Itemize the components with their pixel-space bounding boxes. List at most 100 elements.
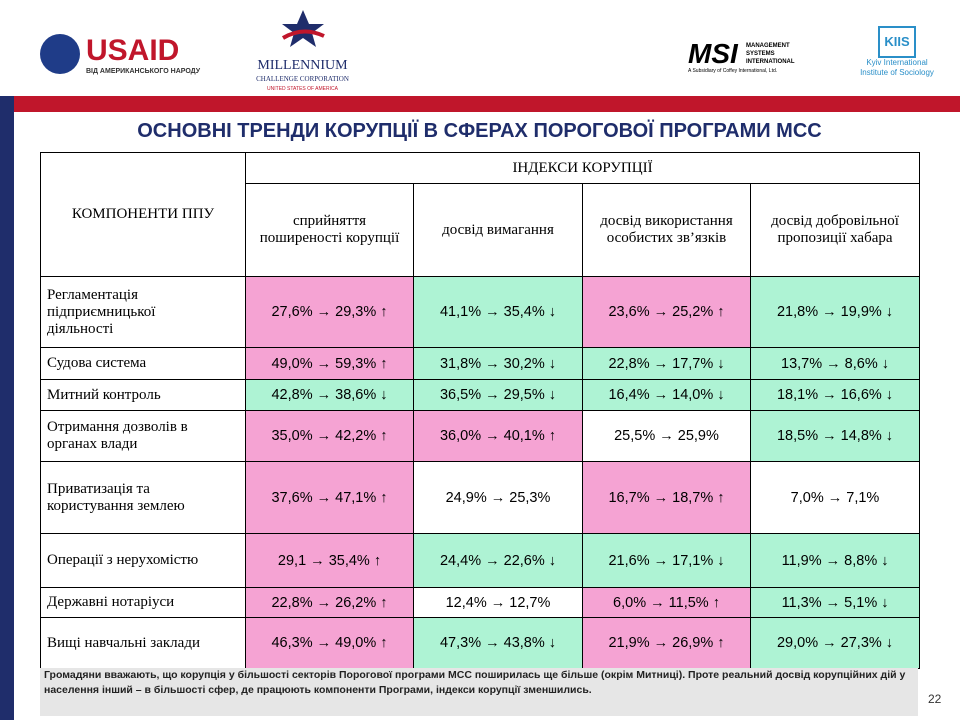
value-text: 47,3% → 43,8% <box>439 635 545 651</box>
trend-arrow: ↓ <box>717 552 725 569</box>
value-text: 6,0% → 11,5% <box>613 594 709 611</box>
value-cell: 11,9% → 8,8% ↓ <box>749 533 921 588</box>
usaid-text: USAID <box>86 34 180 67</box>
value-cell: 12,4% → 12,7% <box>413 587 583 618</box>
trend-arrow: ↓ <box>548 355 557 372</box>
value-cell: 16,4% → 14,0% ↓ <box>582 379 751 411</box>
value-text: 21,8% → 19,9% <box>776 304 882 320</box>
value-text: 18,5% → 14,8% <box>776 428 882 444</box>
value-cell: 42,8% → 38,6% ↓ <box>245 379 414 411</box>
value-cell: 46,3% → 49,0% ↑ <box>245 617 414 669</box>
value-text: 24,9% → 25,3% <box>445 489 551 506</box>
side-stripe <box>0 96 14 720</box>
value-cell: 49,0% → 59,3% ↑ <box>245 347 414 380</box>
trend-arrow: ↑ <box>380 635 388 651</box>
mcc-title: MILLENNIUM <box>257 58 348 73</box>
trend-arrow: ↓ <box>548 304 557 320</box>
usaid-seal <box>40 34 80 74</box>
value-cell: 6,0% → 11,5% ↑ <box>582 587 751 618</box>
value-text: 27,6% → 29,3% <box>271 304 377 320</box>
trend-arrow: ↑ <box>717 635 725 651</box>
trend-arrow: ↑ <box>717 489 725 506</box>
value-text: 22,8% → 26,2% <box>271 594 377 611</box>
value-cell: 21,9% → 26,9% ↑ <box>582 617 751 669</box>
value-text: 49,0% → 59,3% <box>271 355 377 372</box>
value-cell: 24,9% → 25,3% <box>413 461 583 534</box>
value-text: 21,6% → 17,1% <box>608 552 714 569</box>
row: Судова система 49,0% → 59,3% ↑ 31,8% → 30,2… <box>40 347 921 380</box>
column-header: досвід вимагання <box>413 183 583 277</box>
group-header: ІНДЕКСИ КОРУПЦІЇ <box>244 152 921 184</box>
value-cell: 18,5% → 14,8% ↓ <box>749 410 921 462</box>
value-cell: 37,6% → 47,1% ↑ <box>245 461 414 534</box>
star <box>281 10 325 47</box>
footer-note: Громадяни вважають, що корупція у більшо… <box>40 668 918 716</box>
column-header: досвід добровільної пропозиції хабара <box>749 183 921 277</box>
row-label: Отримання дозволів в органах влади <box>40 410 246 462</box>
row-label: Вищі навчальні заклади <box>40 617 246 669</box>
row: Отримання дозволів в органах влади 35,0% … <box>40 410 921 462</box>
value-text: 29,0% → 27,3% <box>776 635 882 651</box>
value-text: 25,5% → 25,9% <box>614 428 719 444</box>
row: Регламентація підприємницької діяльності… <box>40 276 921 348</box>
column-header: досвід використання особистих зв’язків <box>582 183 751 277</box>
value-text: 29,1 → 35,4% <box>277 552 370 569</box>
kiis-sub: Kyiv International Institute of Sociolog… <box>860 58 934 77</box>
value-text: 31,8% → 30,2% <box>439 355 545 372</box>
trend-arrow: ↓ <box>881 552 889 569</box>
trend-arrow: ↑ <box>380 594 388 611</box>
value-text: 23,6% → 25,2% <box>608 304 714 320</box>
title: ОСНОВНІ ТРЕНДИ КОРУПЦІЇ В СФЕРАХ ПОРОГОВ… <box>137 120 822 142</box>
trend-arrow: ↑ <box>373 552 382 569</box>
row-label: Приватизація та користування землею <box>40 461 246 534</box>
value-text: 16,4% → 14,0% <box>608 387 714 403</box>
value-text: 11,9% → 8,8% <box>781 552 878 569</box>
value-cell: 29,1 → 35,4% ↑ <box>245 533 414 588</box>
row: Приватизація та користування землею 37,6%… <box>40 461 921 534</box>
trend-arrow: ↓ <box>717 355 725 372</box>
msi-sub: MANAGEMENT SYSTEMS INTERNATIONAL <box>746 43 795 65</box>
msi-logo: MSI <box>688 38 738 69</box>
value-cell: 24,4% → 22,6% ↓ <box>413 533 583 588</box>
value-cell: 27,6% → 29,3% ↑ <box>245 276 414 348</box>
row: Операції з нерухомістю 29,1 → 35,4% ↑ 24,4%… <box>40 533 921 588</box>
value-text: 22,8% → 17,7% <box>608 355 714 372</box>
row: Вищі навчальні заклади 46,3% → 49,0% ↑ 47,3… <box>40 617 921 669</box>
table: КОМПОНЕНТИ ППУ ІНДЕКСИ КОРУПЦІЇ сприйняття… <box>40 152 921 669</box>
row-label: Операції з нерухомістю <box>40 533 246 588</box>
row-label: Державні нотаріуси <box>40 587 246 618</box>
corner-header: КОМПОНЕНТИ ППУ <box>40 152 246 277</box>
value-cell: 31,8% → 30,2% ↓ <box>413 347 583 380</box>
trend-arrow: ↑ <box>380 428 388 444</box>
row: Митний контроль 42,8% → 38,6% ↓ 36,5% → 29,… <box>40 379 921 411</box>
column-header: сприйняття поширеності корупції <box>245 183 414 277</box>
value-cell: 36,5% → 29,5% ↓ <box>413 379 583 411</box>
mcc-star <box>278 8 328 48</box>
msi-tag: A Subsidiary of Coffey International, Lt… <box>688 68 778 74</box>
value-cell: 7,0% → 7,1% <box>749 461 921 534</box>
value-cell: 25,5% → 25,9% <box>582 410 751 462</box>
trend-arrow: ↑ <box>712 594 720 611</box>
value-cell: 36,0% → 40,1% ↑ <box>413 410 583 462</box>
value-cell: 29,0% → 27,3% ↓ <box>749 617 921 669</box>
value-text: 36,5% → 29,5% <box>439 387 545 403</box>
page-number: 22 <box>928 692 942 706</box>
trend-arrow: ↓ <box>885 387 894 403</box>
value-text: 46,3% → 49,0% <box>271 635 377 651</box>
value-cell: 18,1% → 16,6% ↓ <box>749 379 921 411</box>
trend-arrow: ↓ <box>380 387 388 403</box>
value-cell: 47,3% → 43,8% ↓ <box>413 617 583 669</box>
trend-arrow: ↓ <box>885 304 894 320</box>
trend-arrow: ↓ <box>548 387 557 403</box>
value-text: 11,3% → 5,1% <box>781 594 878 611</box>
value-text: 24,4% → 22,6% <box>439 552 545 569</box>
value-cell: 22,8% → 17,7% ↓ <box>582 347 751 380</box>
value-cell: 35,0% → 42,2% ↑ <box>245 410 414 462</box>
trend-arrow: ↓ <box>548 635 557 651</box>
value-cell: 22,8% → 26,2% ↑ <box>245 587 414 618</box>
value-text: 35,0% → 42,2% <box>271 428 377 444</box>
value-text: 42,8% → 38,6% <box>271 387 377 403</box>
row-label: Митний контроль <box>40 379 246 411</box>
row-label: Регламентація підприємницької діяльності <box>40 276 246 348</box>
